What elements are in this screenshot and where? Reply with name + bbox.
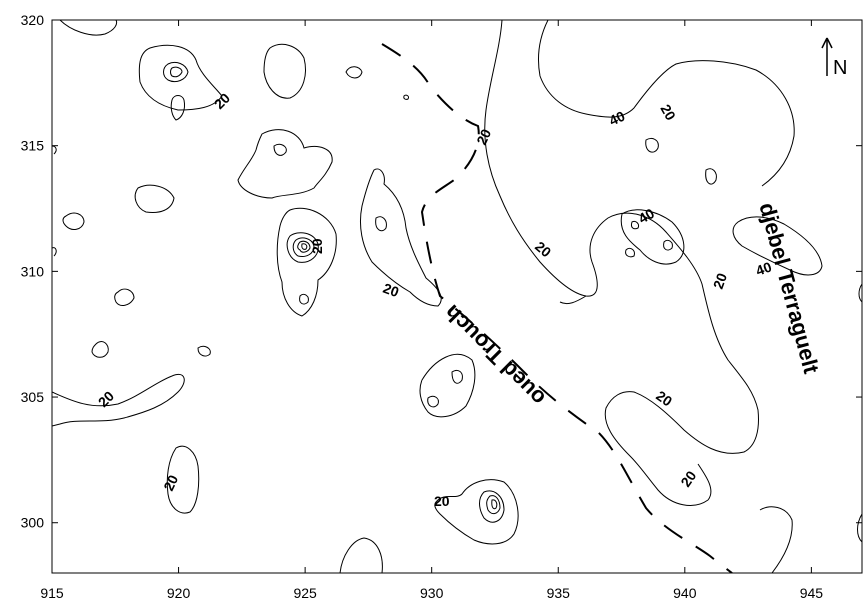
contour-label: 40 bbox=[636, 205, 658, 227]
y-tick-label: 300 bbox=[21, 515, 45, 531]
contour-line bbox=[91, 341, 109, 358]
contour-label: 20 bbox=[381, 280, 401, 300]
contour-line bbox=[491, 499, 498, 510]
x-tick-label: 930 bbox=[420, 585, 444, 601]
contour-line bbox=[858, 283, 862, 303]
contour-line bbox=[451, 369, 463, 384]
contour-line bbox=[299, 293, 309, 305]
contour-line bbox=[759, 506, 793, 573]
contour-line bbox=[484, 20, 759, 506]
contour-line bbox=[359, 168, 442, 307]
contour-line bbox=[301, 243, 308, 250]
contour-line bbox=[427, 395, 439, 408]
contour-labels: 20 20 20 20 20 20 20 20 20 20 20 20 40 4… bbox=[95, 90, 774, 509]
contour-label: 20 bbox=[677, 468, 699, 490]
x-tick-label: 920 bbox=[167, 585, 191, 601]
contour-line bbox=[434, 479, 519, 545]
contour-line bbox=[286, 232, 319, 263]
contour-label: 20 bbox=[653, 387, 675, 409]
contour-line bbox=[419, 354, 476, 418]
contour-label: 20 bbox=[309, 238, 325, 254]
contour-label: 20 bbox=[211, 90, 233, 112]
contour-line bbox=[59, 20, 118, 36]
contour-line bbox=[620, 209, 685, 265]
contour-line bbox=[170, 66, 183, 78]
contour-label: 20 bbox=[710, 271, 730, 291]
contour-line bbox=[52, 247, 57, 257]
contour-line bbox=[197, 345, 211, 357]
contour-line bbox=[138, 44, 223, 111]
contour-line bbox=[134, 184, 175, 213]
x-tick-label: 935 bbox=[547, 585, 571, 601]
contour-line bbox=[631, 221, 639, 230]
contour-line bbox=[345, 66, 363, 79]
contour-line bbox=[276, 207, 337, 317]
contour-label: 20 bbox=[434, 493, 450, 509]
contour-lines bbox=[52, 20, 862, 573]
north-arrow-icon bbox=[821, 37, 833, 76]
contour-line bbox=[237, 129, 333, 199]
contour-line bbox=[663, 239, 673, 251]
contour-line bbox=[705, 168, 717, 185]
contour-line bbox=[645, 137, 659, 153]
contour-label: 20 bbox=[95, 388, 117, 410]
contour-line bbox=[163, 61, 189, 83]
contour-line bbox=[403, 94, 409, 100]
y-tick-label: 310 bbox=[21, 263, 45, 279]
contour-label: 40 bbox=[754, 258, 774, 278]
contour-label: 40 bbox=[607, 108, 628, 129]
x-tick-label: 925 bbox=[293, 585, 317, 601]
contour-line bbox=[62, 212, 85, 230]
contour-line bbox=[486, 495, 501, 515]
contour-line bbox=[52, 145, 57, 155]
djebel-terraguelt-label: djebel Terraguelt bbox=[754, 200, 824, 377]
north-label: N bbox=[833, 57, 847, 79]
x-tick-label: 915 bbox=[40, 585, 64, 601]
x-tick-label: 940 bbox=[673, 585, 697, 601]
contour-line bbox=[339, 537, 383, 573]
y-tick-label: 320 bbox=[21, 12, 45, 28]
contour-line bbox=[297, 240, 311, 253]
contour-line bbox=[170, 95, 185, 121]
oued-trouch-label: oued Trouch bbox=[439, 300, 550, 411]
contour-line bbox=[273, 143, 287, 156]
contour-line bbox=[732, 216, 823, 276]
contour-line bbox=[375, 216, 387, 232]
contour-line bbox=[625, 247, 635, 258]
y-tick-label: 305 bbox=[21, 389, 45, 405]
y-tick-label: 315 bbox=[21, 138, 45, 154]
contour-line bbox=[857, 513, 862, 543]
contour-line bbox=[292, 237, 315, 257]
x-tick-label: 945 bbox=[800, 585, 824, 601]
north-arrow: N bbox=[821, 37, 847, 79]
contour-line bbox=[166, 445, 200, 514]
contour-line bbox=[479, 490, 505, 523]
contour-line bbox=[559, 295, 587, 305]
oued-trouch-line bbox=[381, 43, 733, 573]
contour-label: 20 bbox=[532, 238, 554, 260]
contour-line bbox=[52, 374, 185, 427]
map-axes: 915 920 925 930 935 940 945 300 305 310 315 320 bbox=[21, 12, 862, 601]
contour-line bbox=[114, 288, 135, 306]
contour-line bbox=[263, 43, 306, 99]
map-frame bbox=[51, 19, 863, 574]
contour-label: 20 bbox=[657, 102, 679, 124]
contour-label: 20 bbox=[160, 472, 181, 493]
contour-line bbox=[537, 20, 795, 187]
contour-label: 20 bbox=[473, 126, 494, 147]
